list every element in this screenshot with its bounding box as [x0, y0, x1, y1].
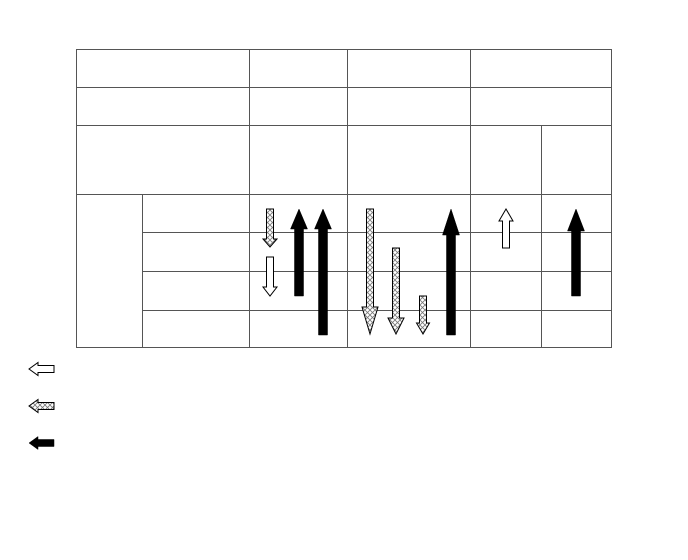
hatched-arrow-down — [361, 208, 379, 336]
solid-arrow-up — [442, 208, 460, 336]
flow-arrows — [261, 208, 585, 336]
open-arrow-up — [498, 208, 514, 249]
legend-solid-arrow-icon — [28, 436, 55, 450]
solid-arrow-up — [567, 208, 585, 297]
hatched-arrow-down — [387, 247, 405, 336]
hatched-arrow-down — [415, 295, 431, 335]
legend-open-arrow-icon — [28, 361, 55, 377]
solid-arrow-up — [314, 208, 332, 336]
table-border — [76, 49, 612, 348]
solid-arrow-up — [290, 208, 308, 297]
table-grid — [76, 49, 612, 348]
open-arrow-down — [261, 256, 279, 297]
legend — [28, 361, 55, 450]
legend-hatched-arrow-icon — [28, 398, 55, 414]
hatched-arrow-down — [261, 208, 279, 248]
